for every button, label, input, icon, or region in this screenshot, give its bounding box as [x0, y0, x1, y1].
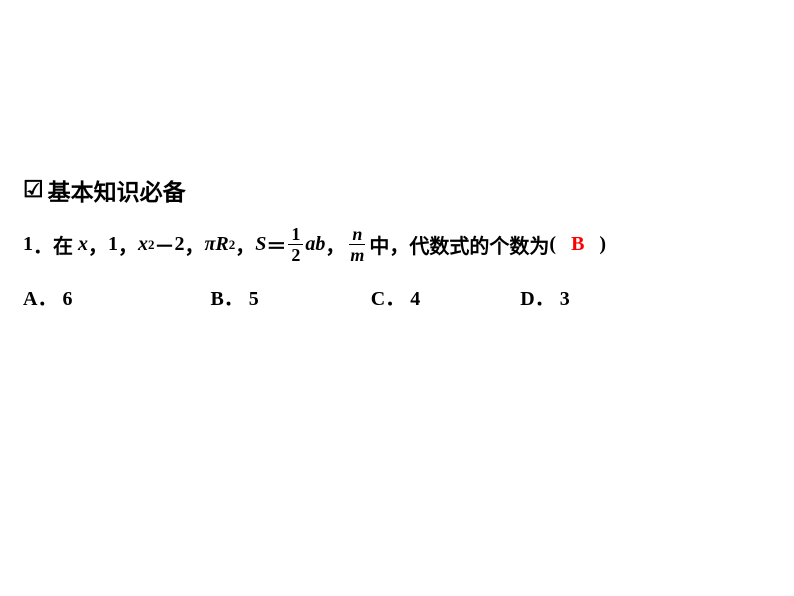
expr6-den: m [347, 245, 367, 264]
expr3-minus: － [155, 230, 175, 259]
options-line: A． 6 B． 5 C． 4 D． 3 [23, 282, 773, 311]
comma4: ， [235, 230, 255, 259]
checkbox-icon: ☑ [23, 177, 44, 203]
expr3-const: 2 [175, 233, 185, 256]
question-prefix: ．在 [33, 230, 73, 259]
document-content: ☑ 基本知识必备 1 ．在 x ， 1 ， x 2 － 2 ， π R 2 ， … [23, 173, 773, 311]
question-number: 1 [23, 233, 33, 256]
comma5: ， [325, 230, 345, 259]
question-middle: 中，代数式的个数为 [369, 230, 549, 259]
expr6-fraction: n m [347, 225, 367, 264]
expr2: 1 [108, 233, 118, 256]
option-b-value: 5 [249, 288, 259, 310]
option-d-value: 3 [560, 288, 570, 310]
comma2: ， [118, 230, 138, 259]
section-title: 基本知识必备 [48, 173, 186, 207]
expr5-ab: ab [305, 233, 325, 256]
comma3: ， [185, 230, 205, 259]
paren-open: ( [549, 233, 556, 256]
expr5-fraction: 1 2 [288, 225, 303, 264]
expr4-var: R [215, 233, 228, 256]
question-line: 1 ．在 x ， 1 ， x 2 － 2 ， π R 2 ， S ＝ 1 2 a… [23, 225, 773, 264]
option-c: C． 4 [371, 282, 420, 311]
option-a: A． 6 [23, 282, 72, 311]
option-c-label: C． [371, 288, 405, 310]
expr5-num: 1 [288, 225, 303, 245]
expr3-var: x [138, 233, 148, 256]
option-a-value: 6 [62, 288, 72, 310]
option-d-label: D． [520, 288, 554, 310]
expr1: x [78, 233, 88, 256]
option-b: B． 5 [210, 282, 258, 311]
option-b-label: B． [210, 288, 243, 310]
expr5-den: 2 [288, 245, 303, 264]
expr6-num: n [349, 225, 365, 245]
section-header: ☑ 基本知识必备 [23, 173, 773, 207]
option-c-value: 4 [410, 288, 420, 310]
option-d: D． 3 [520, 282, 569, 311]
answer: B [571, 233, 584, 256]
option-a-label: A． [23, 288, 57, 310]
expr5-var: S [255, 233, 266, 256]
paren-close: ) [599, 233, 606, 256]
space3 [584, 233, 599, 256]
expr4-pi: π [205, 233, 216, 256]
comma1: ， [88, 230, 108, 259]
expr5-eq: ＝ [266, 230, 286, 259]
space2 [556, 233, 571, 256]
